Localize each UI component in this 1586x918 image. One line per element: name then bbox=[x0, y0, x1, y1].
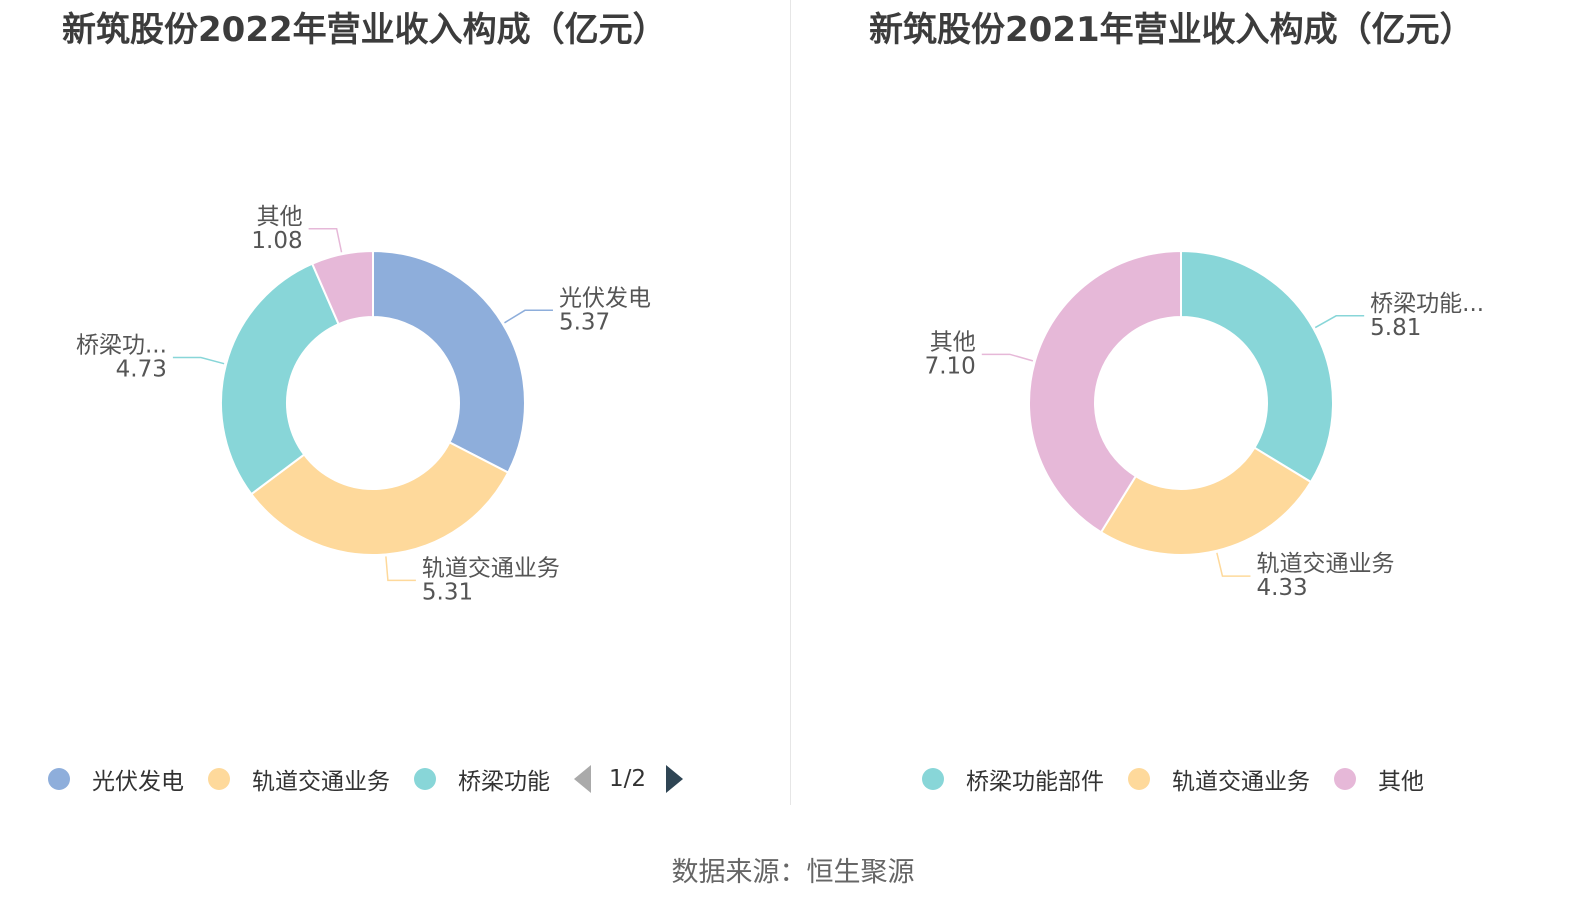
pie-slice[interactable] bbox=[1180, 249, 1334, 484]
legend-dot bbox=[1128, 768, 1150, 790]
legend-label: 其他 bbox=[1378, 769, 1424, 795]
slice-value-label: 4.33 bbox=[1256, 575, 1307, 601]
slice-label: 桥梁功能... bbox=[1370, 291, 1484, 317]
pie-slice[interactable] bbox=[372, 249, 526, 474]
legend-item[interactable]: 其他 bbox=[1334, 762, 1424, 796]
pie-slice[interactable] bbox=[249, 441, 510, 556]
chart-title: 新筑股份2021年营业收入构成（亿元） bbox=[869, 10, 1474, 50]
slice-label: 其他 bbox=[257, 204, 303, 230]
slice-value-label: 5.31 bbox=[422, 579, 473, 605]
legend-dot bbox=[48, 768, 70, 790]
legend-pager: 1/2 bbox=[574, 765, 684, 793]
legend-dot bbox=[208, 768, 230, 790]
slice-label: 其他 bbox=[930, 329, 976, 355]
slice-value-label: 5.37 bbox=[559, 309, 610, 335]
pie-slice[interactable] bbox=[1099, 446, 1313, 556]
slice-label: 轨道交通业务 bbox=[1256, 551, 1394, 577]
pie-slice[interactable] bbox=[310, 249, 374, 326]
chart-panel-2022: 新筑股份2022年营业收入构成（亿元） 光伏发电 5.37 轨道交通业务 5.31 桥梁… bbox=[0, 0, 790, 820]
label-leader-line bbox=[504, 309, 553, 324]
data-source: 数据来源：恒生聚源 bbox=[671, 857, 915, 888]
legend-item[interactable]: 轨道交通业务 bbox=[1128, 762, 1310, 796]
slice-value-label: 1.08 bbox=[251, 228, 302, 254]
legend-item[interactable]: 光伏发电 bbox=[48, 762, 184, 796]
next-page-icon[interactable] bbox=[666, 765, 684, 793]
legend-dot bbox=[922, 768, 944, 790]
pie-slice[interactable] bbox=[1028, 249, 1182, 534]
legend-item[interactable]: 桥梁功能 bbox=[414, 762, 550, 796]
slice-value-label: 4.73 bbox=[116, 357, 167, 383]
legend-item[interactable]: 桥梁功能部件 bbox=[922, 762, 1104, 796]
pie-slice[interactable] bbox=[220, 262, 340, 496]
divider bbox=[790, 0, 791, 805]
label-leader-line bbox=[385, 556, 416, 582]
page-indicator: 1/2 bbox=[609, 766, 647, 792]
label-leader-line bbox=[172, 356, 225, 365]
slice-value-label: 7.10 bbox=[925, 353, 976, 379]
slice-value-label: 5.81 bbox=[1370, 315, 1421, 341]
chart-title: 新筑股份2022年营业收入构成（亿元） bbox=[62, 10, 667, 50]
label-leader-line bbox=[1314, 315, 1365, 329]
slice-label: 桥梁功... bbox=[76, 333, 167, 359]
label-leader-line bbox=[1216, 552, 1251, 577]
legend-label: 轨道交通业务 bbox=[1172, 769, 1310, 795]
legend-label: 桥梁功能 bbox=[458, 769, 550, 795]
legend: 光伏发电 轨道交通业务 桥梁功能 1/2 bbox=[48, 762, 684, 796]
legend-dot bbox=[414, 768, 436, 790]
legend-label: 光伏发电 bbox=[92, 769, 184, 795]
legend-label: 轨道交通业务 bbox=[252, 769, 390, 795]
slice-label: 轨道交通业务 bbox=[422, 555, 560, 581]
chart-panel-2021: 新筑股份2021年营业收入构成（亿元） 桥梁功能... 5.81 轨道交通业务 4.3… bbox=[792, 0, 1586, 820]
label-leader-line bbox=[308, 228, 343, 253]
legend-dot bbox=[1334, 768, 1356, 790]
legend-label: 桥梁功能部件 bbox=[966, 769, 1104, 795]
prev-page-icon[interactable] bbox=[574, 765, 591, 793]
label-leader-line bbox=[981, 353, 1034, 362]
slice-label: 光伏发电 bbox=[559, 285, 651, 311]
legend-item[interactable]: 轨道交通业务 bbox=[208, 762, 390, 796]
legend: 桥梁功能部件 轨道交通业务 其他 bbox=[922, 762, 1448, 796]
